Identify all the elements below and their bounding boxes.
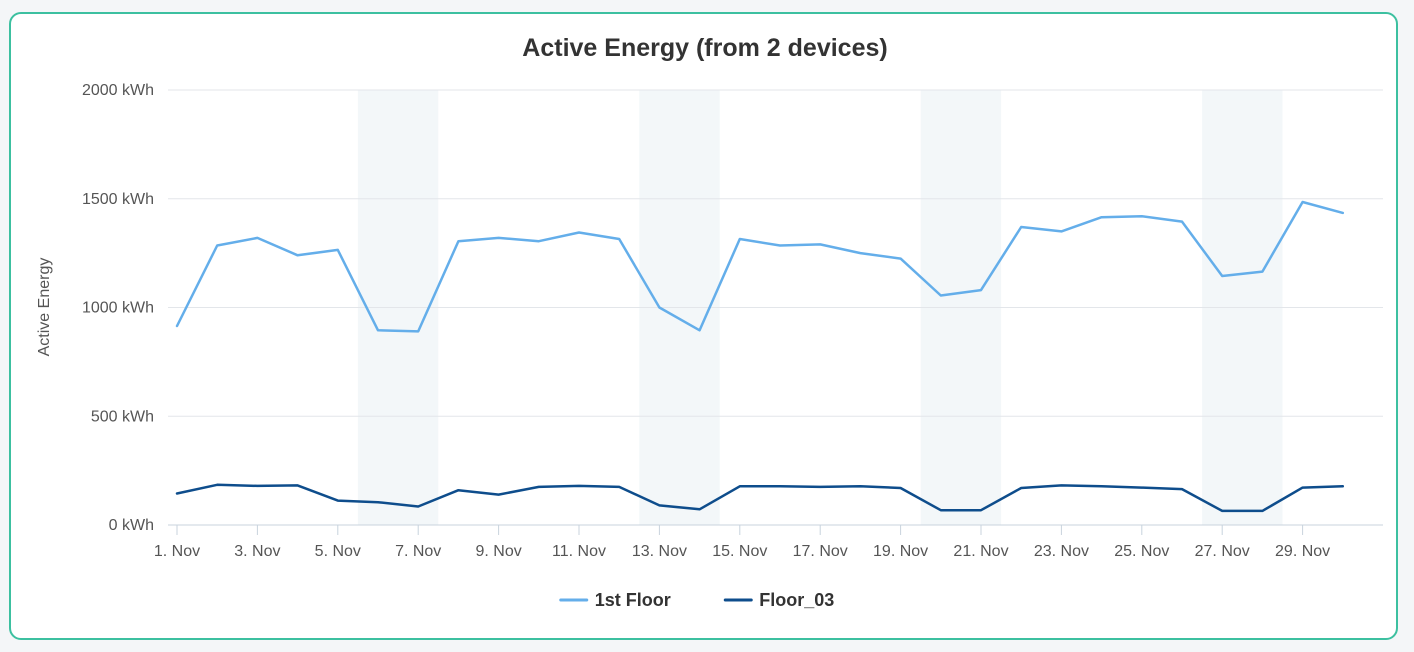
y-tick-label: 0 kWh (109, 517, 154, 534)
legend-item-floor-03[interactable]: Floor_03 (723, 590, 834, 610)
x-tick-label: 23. Nov (1034, 543, 1089, 560)
x-tick-label: 17. Nov (793, 543, 848, 560)
legend-label: 1st Floor (595, 590, 671, 610)
y-tick-label: 1500 kWh (82, 191, 154, 208)
series-lines (175, 200, 1345, 513)
x-tick-label: 27. Nov (1195, 543, 1250, 560)
series-line-floor-03 (175, 483, 1345, 513)
x-tick-label: 21. Nov (953, 543, 1008, 560)
y-gridlines (168, 89, 1383, 417)
y-tick-label: 1000 kWh (82, 300, 154, 317)
x-tick-label: 29. Nov (1275, 543, 1330, 560)
y-axis-ticks: 0 kWh 500 kWh 1000 kWh 1500 kWh 2000 kWh (82, 82, 154, 534)
chart-svg: Active Energy (from 2 devices) Active En… (36, 34, 1383, 610)
y-axis-title: Active Energy (36, 258, 53, 357)
x-tick-label: 15. Nov (712, 543, 767, 560)
legend-label: Floor_03 (759, 590, 834, 610)
x-tick-label: 25. Nov (1114, 543, 1169, 560)
x-tick-label: 19. Nov (873, 543, 928, 560)
y-tick-label: 500 kWh (91, 408, 154, 425)
chart-title: Active Energy (from 2 devices) (522, 34, 887, 62)
legend[interactable]: 1st Floor Floor_03 (559, 590, 835, 610)
x-axis: 1. Nov 3. Nov 5. Nov 7. Nov 9. Nov 11. Nov 13.… (154, 524, 1383, 560)
x-tick-label: 3. Nov (234, 543, 280, 560)
legend-item-1st-floor[interactable]: 1st Floor (559, 590, 671, 610)
x-tick-label: 5. Nov (315, 543, 361, 560)
y-tick-label: 2000 kWh (82, 82, 154, 99)
x-tick-label: 7. Nov (395, 543, 441, 560)
x-tick-label: 1. Nov (154, 543, 200, 560)
x-tick-label: 13. Nov (632, 543, 687, 560)
x-tick-label: 9. Nov (475, 543, 521, 560)
chart-card: Active Energy (from 2 devices) Active En… (9, 12, 1398, 640)
x-tick-label: 11. Nov (552, 543, 606, 560)
series-line-1st-floor (175, 200, 1345, 333)
